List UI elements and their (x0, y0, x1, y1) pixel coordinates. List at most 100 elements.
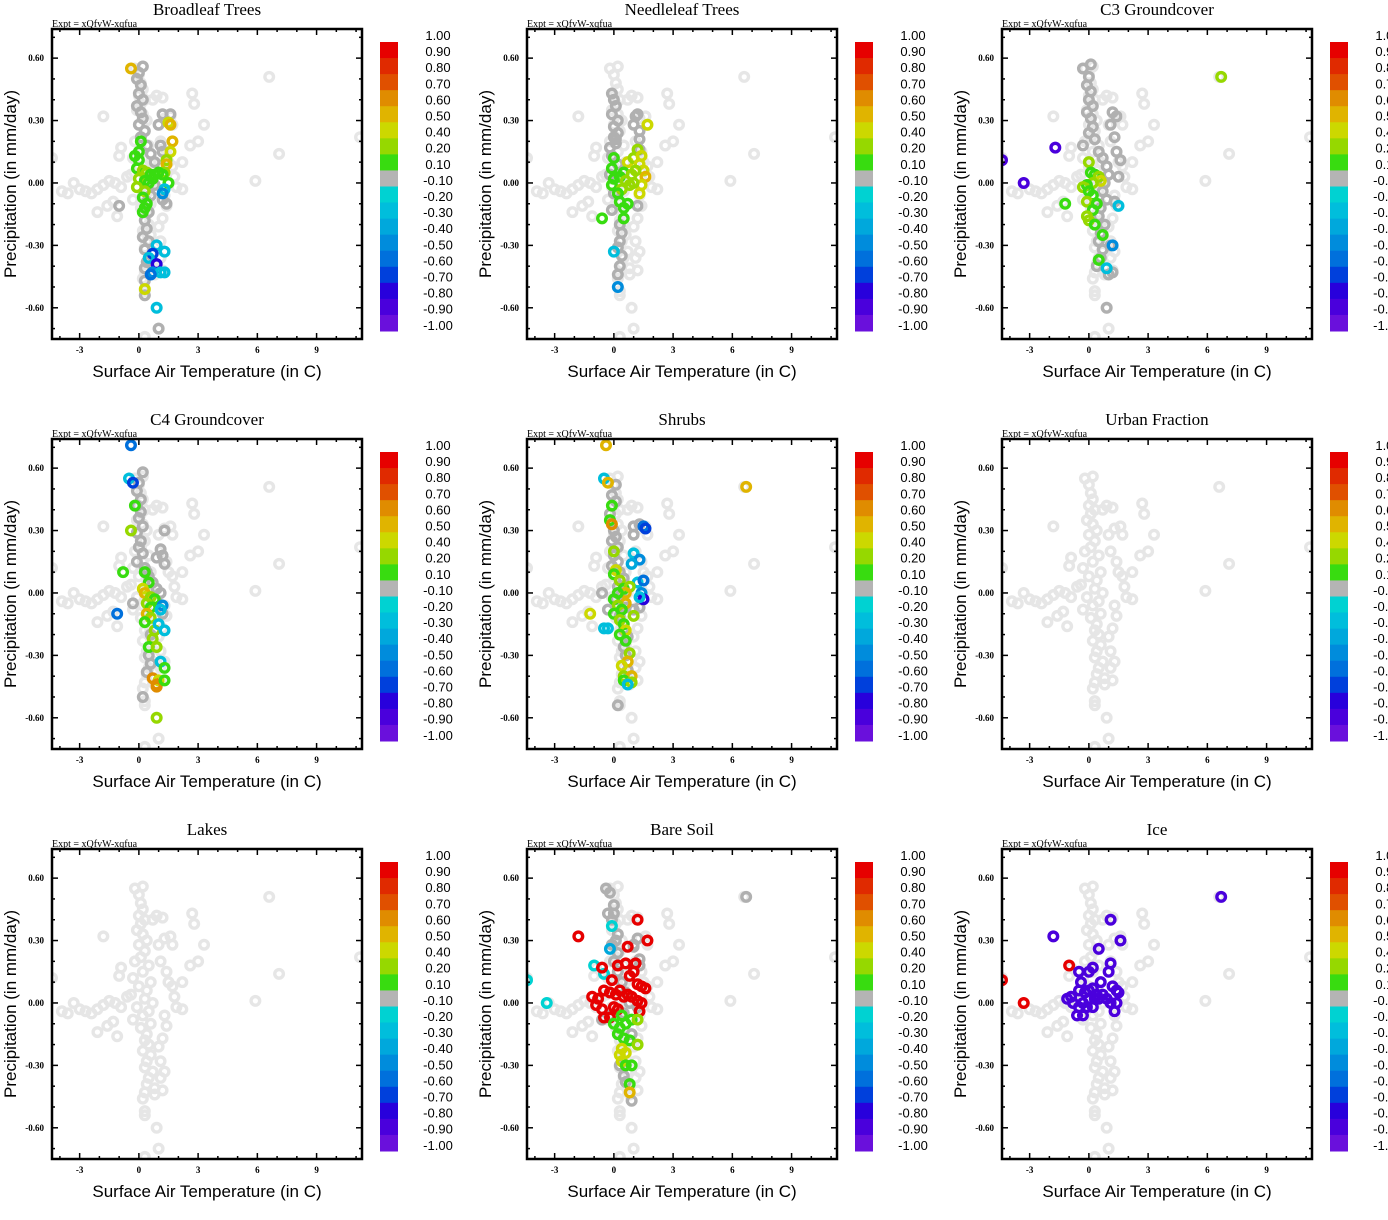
point-background (572, 110, 585, 123)
colorbar-swatch (1330, 724, 1348, 742)
point-background (115, 1001, 128, 1014)
colorbar-swatch (1330, 564, 1348, 581)
plot-frame (525, 847, 839, 1161)
point-background (91, 206, 104, 219)
point-background (1088, 330, 1101, 339)
point-background (631, 501, 644, 514)
colorbar-swatch (1330, 1118, 1348, 1136)
point-background (130, 1001, 143, 1014)
colorbar-label: 0.60 (900, 912, 925, 927)
point-background (1011, 187, 1024, 200)
y-tick-label: 0.30 (28, 526, 44, 536)
colorbar-swatch (1330, 910, 1348, 927)
point-background (1041, 616, 1054, 629)
point-background (1102, 528, 1115, 541)
point-colored (1086, 1001, 1099, 1014)
point-background (1199, 174, 1212, 187)
point-colored (154, 603, 167, 616)
point-background (625, 711, 638, 724)
colorbar-swatch (855, 676, 873, 694)
colorbar-label: -0.80 (1373, 1106, 1388, 1121)
colorbar-label: -0.80 (423, 286, 453, 301)
panel-broadleaf-trees: Broadleaf Trees Expt = xQfvW-xqfua -3 0 3 6 9 0… (0, 0, 470, 400)
colorbar-label: -0.80 (898, 1106, 928, 1121)
point-colored (598, 1011, 611, 1024)
colorbar-swatch (1330, 580, 1348, 597)
point-colored (603, 942, 616, 955)
colorbar-label: -0.10 (423, 173, 453, 188)
point-colored (619, 1059, 632, 1072)
colorbar-swatch (380, 314, 398, 332)
colorbar-swatch (380, 532, 398, 549)
colorbar-label: 0.10 (1375, 977, 1388, 992)
point-background (1126, 593, 1139, 606)
point-background (249, 994, 262, 1007)
colorbar-label: 0.80 (1375, 880, 1388, 895)
y-tick-label: 0.60 (978, 463, 994, 473)
point-background (186, 497, 199, 510)
y-tick-label: -0.60 (500, 303, 519, 313)
colorbar-swatch (1330, 676, 1348, 694)
point-colored (621, 197, 634, 210)
x-axis-label: Surface Air Temperature (in C) (567, 362, 796, 381)
x-axis-label: Surface Air Temperature (in C) (92, 362, 321, 381)
point-background (554, 595, 567, 608)
point-background (61, 597, 74, 610)
point-background (1082, 938, 1095, 951)
colorbar-swatch (855, 468, 873, 485)
point-background (1011, 1007, 1024, 1020)
x-tick-label: 0 (1087, 755, 1092, 765)
colorbar-label: 0.50 (900, 109, 925, 124)
point-background (1148, 528, 1161, 541)
point-background (748, 557, 761, 570)
point-colored (607, 568, 620, 581)
colorbar-swatch (855, 1006, 873, 1024)
panel-c3-groundcover: C3 Groundcover Expt = xQfvW-xqfua -3 0 3 6 9 0.… (950, 0, 1388, 400)
point-colored (158, 674, 171, 687)
colorbar-swatch (855, 660, 873, 678)
point-background (1088, 699, 1101, 712)
point-background (536, 597, 549, 610)
colorbar-label: -0.10 (898, 583, 928, 598)
point-background (1084, 611, 1097, 624)
colorbar-swatch (1330, 484, 1348, 501)
point-neutral (140, 666, 153, 679)
colorbar-label: -1.00 (1373, 1138, 1388, 1153)
colorbar-label: -0.30 (423, 1025, 453, 1040)
y-axis-label: Precipitation (in mm/day) (1, 500, 20, 688)
colorbar-label: -0.10 (1373, 173, 1388, 188)
point-background (1065, 591, 1078, 604)
colorbar-label: 0.50 (425, 519, 450, 534)
point-background (588, 559, 601, 572)
scatter-plot: Shrubs Expt = xQfvW-xqfua -3 0 3 6 9 0.60 0.30 0.… (476, 410, 928, 791)
point-background (667, 135, 680, 148)
point-neutral (605, 204, 618, 217)
point-background (1084, 1021, 1097, 1034)
point-neutral (138, 289, 151, 302)
colorbar-swatch (855, 122, 873, 139)
y-tick-label: -0.30 (25, 240, 44, 250)
point-colored (607, 607, 620, 620)
panel-title: C3 Groundcover (1100, 0, 1214, 19)
point-background (1108, 599, 1121, 612)
point-colored (150, 680, 163, 693)
point-background (1053, 584, 1066, 597)
point-background (542, 586, 555, 599)
y-tick-label: 0.60 (503, 463, 519, 473)
colorbar-label: -0.60 (898, 1073, 928, 1088)
colorbar-swatch (380, 484, 398, 501)
point-background (55, 595, 68, 608)
x-tick-label: 3 (671, 345, 676, 355)
colorbar-swatch (855, 724, 873, 742)
point-background (263, 70, 276, 83)
point-neutral (150, 551, 163, 564)
point-background (154, 1055, 167, 1068)
colorbar-label: 1.00 (1375, 438, 1388, 453)
point-neutral (740, 890, 753, 903)
colorbar-swatch (1330, 516, 1348, 533)
point-background (126, 603, 139, 616)
point-colored (142, 251, 155, 264)
points-layer (527, 880, 837, 1159)
point-colored (605, 179, 618, 192)
colorbar: 1.000.900.800.700.60 0.500.400.200.10-0.1… (855, 848, 928, 1153)
